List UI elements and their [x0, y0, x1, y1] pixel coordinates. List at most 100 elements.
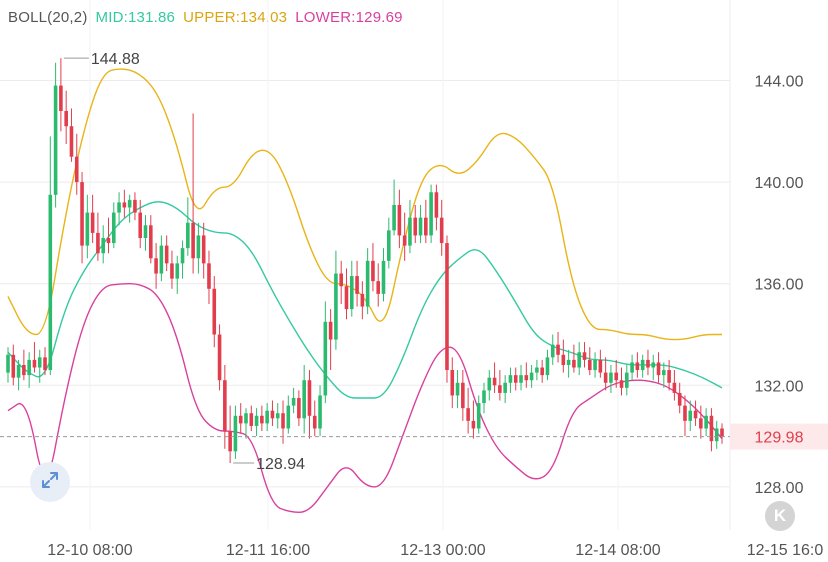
- candle-body: [6, 354, 10, 373]
- candle-down: [297, 390, 301, 426]
- candle-body: [371, 260, 375, 282]
- candle-body: [228, 431, 232, 452]
- candle-down: [260, 405, 264, 432]
- candle-down: [133, 192, 137, 221]
- candle-body: [344, 286, 349, 310]
- candle-body: [360, 293, 365, 307]
- candle-body: [270, 410, 275, 419]
- candle-down: [513, 367, 518, 391]
- candle-body: [111, 212, 116, 244]
- candle-down: [270, 400, 275, 426]
- candle-down: [96, 212, 100, 261]
- candle-body: [175, 263, 180, 279]
- candle-up: [349, 260, 354, 317]
- candle-body: [233, 415, 238, 452]
- bollinger-bands: [7, 68, 723, 514]
- candle-body: [286, 405, 291, 429]
- candle-body: [154, 258, 158, 274]
- candle-body: [482, 390, 486, 404]
- candle-body: [392, 204, 396, 231]
- candle-body: [603, 372, 608, 383]
- candle-down: [43, 347, 47, 376]
- candle-down: [466, 387, 470, 434]
- candle-body: [656, 362, 661, 376]
- candle-body: [11, 354, 16, 378]
- candle-down: [561, 339, 566, 373]
- candle-down: [106, 217, 111, 254]
- candle-body: [318, 395, 322, 429]
- candle-body: [439, 217, 444, 244]
- mid-value-label: MID:131.86: [95, 9, 176, 26]
- candle-up: [651, 354, 656, 381]
- candle-down: [371, 243, 375, 292]
- high-price-label: 144.88: [91, 51, 140, 68]
- candle-body: [609, 372, 613, 383]
- candle-body: [408, 217, 412, 246]
- candle-down: [170, 250, 174, 289]
- candle-body: [244, 413, 248, 424]
- candle-up: [387, 217, 391, 269]
- candle-body: [667, 370, 671, 383]
- candle-up: [630, 354, 634, 381]
- candle-up: [127, 194, 132, 223]
- candle-body: [164, 245, 169, 264]
- candle-body: [297, 398, 301, 419]
- candle-body: [635, 362, 640, 371]
- expand-button[interactable]: [30, 462, 70, 502]
- candle-down: [709, 408, 714, 452]
- candle-up: [302, 364, 306, 434]
- candle-body: [503, 382, 507, 393]
- candle-body: [476, 403, 481, 429]
- candle-body: [677, 392, 682, 406]
- scroll-to-latest-button[interactable]: K: [765, 501, 795, 531]
- candle-body: [312, 415, 317, 429]
- candle-body: [577, 352, 581, 368]
- candle-body: [461, 382, 465, 409]
- candle-down: [69, 108, 74, 162]
- candle-up: [254, 408, 259, 437]
- candle-up: [111, 202, 116, 249]
- candle-body: [53, 85, 58, 195]
- axes-layer: 128.00 132.00 136.00 140.00 144.00 12-10 08:0…: [47, 74, 823, 560]
- candle-body: [191, 222, 195, 259]
- candle-down: [699, 405, 703, 439]
- candle-body: [117, 202, 121, 213]
- candle-down: [598, 349, 603, 378]
- candle-body: [254, 415, 259, 426]
- candle-down: [450, 357, 455, 409]
- candle-body: [69, 126, 74, 157]
- candle-body: [127, 199, 132, 208]
- candle-down: [683, 395, 687, 437]
- candle-down: [677, 382, 682, 414]
- candle-body: [545, 357, 550, 376]
- candle-body: [387, 230, 391, 261]
- candle-down: [646, 349, 650, 376]
- candle-down: [74, 133, 79, 195]
- candle-up: [233, 405, 238, 459]
- candle-up: [688, 400, 693, 432]
- x-tick-label: 12-13 00:00: [400, 542, 486, 559]
- candle-up: [408, 199, 412, 254]
- y-tick-label: 140.00: [755, 175, 804, 192]
- candle-body: [450, 370, 455, 396]
- candle-body: [651, 362, 656, 368]
- candle-body: [720, 428, 724, 437]
- candle-body: [149, 225, 153, 259]
- candle-down: [223, 364, 227, 449]
- candle-body: [466, 408, 470, 421]
- candle-down: [445, 235, 449, 383]
- candle-body: [16, 364, 21, 378]
- candle-down: [64, 90, 68, 144]
- lower-value-label: LOWER:129.69: [295, 9, 403, 26]
- candle-body: [101, 237, 105, 254]
- candle-body: [249, 413, 254, 426]
- y-tick-label: 136.00: [755, 277, 804, 294]
- candle-up: [577, 342, 581, 376]
- candle-body: [212, 288, 217, 335]
- candle-down: [556, 331, 560, 363]
- candle-up: [508, 367, 513, 393]
- candle-down: [720, 423, 724, 444]
- candle-body: [704, 415, 708, 429]
- candle-body: [122, 202, 127, 208]
